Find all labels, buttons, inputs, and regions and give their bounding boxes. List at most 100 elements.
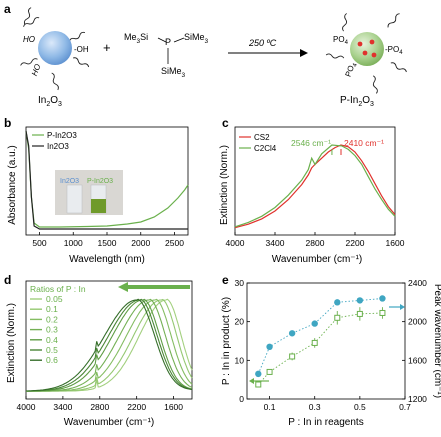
y-tick-label-left: 0: [239, 394, 244, 404]
product-ratio-point: [311, 320, 318, 327]
panel-d-chart: Extinction (Norm.) Wavenumber (cm⁻¹) 400…: [6, 280, 193, 428]
reaction-arrow: 250 ºC: [228, 38, 308, 57]
axis-indicator-arrows: [249, 304, 405, 384]
x-tick-label: 2800: [306, 238, 325, 248]
y-tick-label-right: 1200: [408, 394, 427, 404]
product-ratio-point: [255, 370, 262, 378]
p-in2o3-label: P-In2O3: [340, 95, 374, 108]
y-axis-label: Extinction (Norm.): [219, 145, 230, 225]
reagent-p: P: [165, 37, 171, 47]
peak-wavenumber-point: [289, 353, 296, 360]
legend-title: Ratios of P : In: [30, 284, 86, 294]
legend: CS2 C2Cl4: [239, 133, 277, 153]
x-tick-label: 2000: [131, 238, 150, 248]
x-tick-label: 0.1: [264, 402, 276, 412]
x-tick-label: 0.7: [399, 402, 411, 412]
series-lines: [234, 144, 396, 229]
photo-background: [55, 170, 123, 215]
legend-entry-0.4: 0.4: [46, 335, 58, 345]
peak-wavenumber-point: [379, 309, 386, 316]
x-tick-label: 2800: [90, 402, 109, 412]
legend-entry-0.1: 0.1: [46, 304, 58, 314]
peak-wavenumber-point: [266, 368, 273, 375]
product-ratio-point: [288, 330, 296, 337]
peak-wavenumber-point: [255, 381, 262, 388]
x-tick-label: 3400: [53, 402, 72, 412]
x-tick-label: 1600: [386, 238, 405, 248]
panel-letter-e: e: [222, 273, 229, 287]
product-ratio-point: [356, 297, 364, 304]
legend: P-In2O3 In2O3: [32, 131, 77, 151]
po4-label: -PO4: [385, 45, 403, 56]
legend-c2cl4: C2Cl4: [254, 144, 277, 153]
vial-photo-inset: In2O3 P-In2O3: [55, 170, 123, 215]
legend-entry-0.3: 0.3: [46, 325, 58, 335]
x-axis-label: Wavenumber (cm⁻¹): [64, 417, 154, 428]
oh-label: HO: [30, 63, 43, 77]
oh-label: -OH: [74, 45, 89, 54]
series-line-c2cl4: [234, 144, 396, 228]
inset-label-p-in2o3: P-In2O3: [87, 178, 113, 185]
panel-letter-b: b: [4, 116, 12, 130]
x-ticks: 4000 3400 2800 2200 1600: [226, 232, 405, 248]
x-tick-label: 3400: [266, 238, 285, 248]
peak-wavenumber-line: [257, 312, 383, 385]
legend-in2o3: In2O3: [47, 142, 69, 151]
y-tick-label-right: 2000: [408, 317, 427, 327]
x-tick-label: 0.3: [309, 402, 321, 412]
reagent-top-left: Me3Si: [124, 32, 148, 45]
series-line-0.4: [26, 298, 193, 392]
series-lines: [26, 298, 193, 392]
x-axis-label: P : In in reagents: [288, 417, 363, 428]
series-line-0.3: [26, 298, 193, 392]
legend: 0.050.10.20.30.40.50.6: [30, 294, 63, 365]
y-axis-label: Absorbance (a.u.): [7, 145, 18, 225]
plot-frame: [25, 280, 193, 400]
x-tick-label: 2200: [346, 238, 365, 248]
po4-label: PO4: [333, 35, 349, 46]
series-line-cs2: [234, 144, 396, 229]
legend-entry-0.5: 0.5: [46, 345, 58, 355]
product-ratio-point: [334, 299, 341, 306]
plus-sign: +: [103, 40, 111, 55]
temperature-label: 250 ºC: [248, 38, 277, 48]
panel-letter-d: d: [4, 273, 12, 287]
x-tick-label: 1600: [164, 402, 183, 412]
axis-ticks: 0.1 0.3 0.5 0.7 0 10 20 30 1200 1600 2000 2400: [235, 278, 428, 412]
legend-cs2: CS2: [254, 133, 270, 142]
legend-entry-0.2: 0.2: [46, 314, 58, 324]
product-ratio-point: [379, 295, 386, 302]
legend-p-in2o3: P-In2O3: [47, 131, 77, 140]
vial-p-in2o3-fill: [91, 199, 106, 213]
reagent-structure: Me3Si P SiMe3 SiMe3: [124, 32, 209, 79]
peak-wavenumber-point: [311, 339, 318, 346]
y-axis-label: Extinction (Norm.): [6, 303, 17, 383]
reagent-bottom: SiMe3: [161, 66, 186, 79]
series-line-0.5: [26, 298, 193, 392]
inset-label-in2o3: In2O3: [60, 178, 79, 185]
panel-e-chart: P : In in product (%) Peak wavenumber (c…: [221, 278, 441, 428]
x-tick-label: 1500: [98, 238, 117, 248]
series-line-0.6: [26, 298, 193, 392]
shift-arrow: [118, 282, 190, 292]
vial-in2o3: [66, 184, 83, 214]
reagent-top-right: SiMe3: [184, 32, 209, 45]
in2o3-label: In2O3: [38, 95, 62, 108]
y-tick-label-right: 1600: [408, 355, 427, 365]
x-tick-label: 2200: [127, 402, 146, 412]
x-tick-label: 2500: [165, 238, 184, 248]
peak-wavenumber-point: [334, 314, 341, 321]
annotation-2410: 2410 cm⁻¹: [344, 138, 384, 148]
x-ticks: 500 1000 1500 2000 2500: [32, 232, 184, 248]
data-marks: [255, 295, 386, 388]
series-line-in2o3: [25, 130, 188, 230]
product-ratio-line: [257, 298, 383, 375]
p-in2o3-particle: PO4 -PO4 PO4: [325, 13, 407, 94]
panel-b-chart: Absorbance (a.u.) Wavelength (nm) 500 100…: [7, 126, 189, 265]
annotation-2546: 2546 cm⁻¹: [291, 138, 331, 148]
po4-label: PO4: [344, 60, 360, 78]
legend-entry-0.6: 0.6: [46, 355, 58, 365]
x-tick-label: 4000: [17, 402, 36, 412]
product-ratio-point: [266, 343, 273, 350]
x-tick-label: 500: [32, 238, 46, 248]
